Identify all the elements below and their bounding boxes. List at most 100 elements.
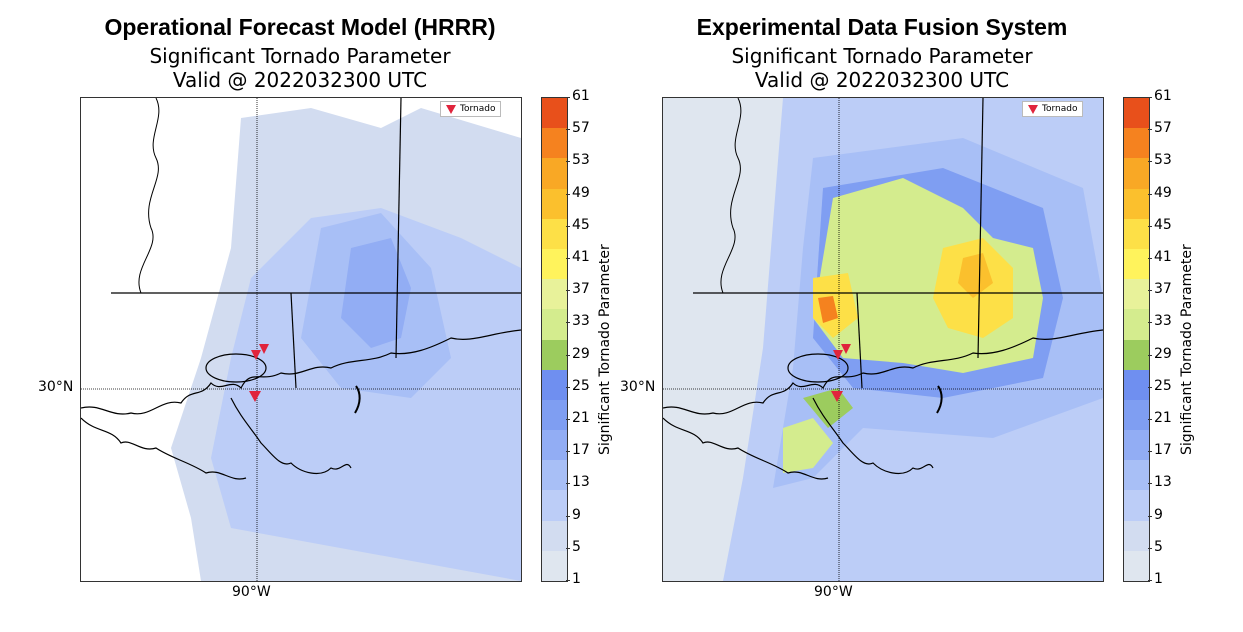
colorbar-tick-label: 49: [572, 184, 590, 201]
right-title: Experimental Data Fusion System: [696, 14, 1068, 40]
coastline: [81, 329, 521, 415]
right-colorbar-label: Significant Tornado Parameter: [1179, 244, 1195, 455]
colorbar-tick-label: 29: [572, 345, 590, 362]
colorbar-segment: [1124, 490, 1149, 521]
colorbar-segment: [542, 218, 567, 249]
colorbar-tick-mark: [566, 354, 570, 356]
right-map-svg: [663, 98, 1103, 581]
colorbar-tick-label: 57: [572, 120, 590, 137]
colorbar-tick-mark: [566, 386, 570, 388]
colorbar-tick-label: 25: [572, 377, 590, 394]
right-subtitle: Significant Tornado Parameter: [731, 44, 1033, 68]
colorbar-tick-label: 53: [572, 152, 590, 169]
colorbar-tick-label: 1: [572, 571, 581, 587]
colorbar-tick-mark: [1148, 225, 1152, 227]
colorbar-segment: [1124, 460, 1149, 491]
state-border: [290, 292, 297, 389]
tornado-marker: [259, 344, 269, 354]
barrier-island: [354, 385, 361, 414]
colorbar-tick-label: 33: [572, 313, 590, 330]
colorbar-tick-label: 57: [1154, 120, 1172, 137]
colorbar-tick-mark: [1148, 483, 1152, 485]
colorbar-tick-label: 45: [1154, 216, 1172, 233]
colorbar-tick-label: 53: [1154, 152, 1172, 169]
coastline-delta: [812, 397, 934, 475]
colorbar-tick-mark: [566, 193, 570, 195]
coastline-west: [81, 417, 247, 480]
colorbar-tick-label: 9: [572, 506, 581, 523]
colorbar-segment: [542, 339, 567, 370]
colorbar-segment: [1124, 369, 1149, 400]
coastline-west: [663, 417, 829, 480]
colorbar-tick-mark: [566, 547, 570, 549]
colorbar-tick-label: 37: [572, 281, 590, 298]
colorbar-tick-label: 21: [572, 410, 590, 426]
colorbar-segment: [542, 128, 567, 159]
coastline-delta: [230, 397, 352, 475]
colorbar-tick-mark: [1148, 193, 1152, 195]
tornado-legend-icon: [446, 104, 456, 114]
colorbar-tick-label: 61: [1154, 88, 1172, 104]
colorbar-tick-label: 41: [1154, 249, 1172, 265]
colorbar-segment: [1124, 98, 1149, 129]
colorbar-tick-label: 13: [1154, 474, 1172, 491]
colorbar-tick-mark: [1148, 419, 1152, 420]
colorbar-tick-label: 17: [1154, 442, 1172, 459]
colorbar-tick-mark: [1148, 322, 1152, 324]
left-lat-label: 30°N: [38, 379, 74, 395]
colorbar-tick-label: 21: [1154, 410, 1172, 426]
colorbar-tick-label: 1: [1154, 571, 1163, 587]
left-colorbar: [541, 97, 568, 582]
colorbar-segment: [1124, 520, 1149, 551]
colorbar-segment: [1124, 309, 1149, 340]
colorbar-segment: [542, 550, 567, 581]
state-border: [977, 98, 984, 359]
lake-pontchartrain: [787, 353, 849, 383]
colorbar-tick-mark: [566, 225, 570, 227]
state-border: [395, 98, 402, 359]
colorbar-tick-mark: [1148, 386, 1152, 388]
right-valid-time: Valid @ 2022032300 UTC: [754, 68, 1010, 92]
colorbar-tick-mark: [566, 97, 570, 98]
colorbar-tick-label: 5: [1154, 538, 1163, 555]
colorbar-segment: [542, 309, 567, 340]
colorbar-segment: [542, 520, 567, 551]
right-map: [662, 97, 1104, 582]
colorbar-segment: [1124, 430, 1149, 461]
colorbar-segment: [1124, 128, 1149, 159]
colorbar-segment: [542, 279, 567, 310]
colorbar-tick-mark: [1148, 354, 1152, 356]
colorbar-tick-mark: [1148, 258, 1152, 259]
tornado-marker: [831, 391, 843, 402]
colorbar-segment: [1124, 248, 1149, 280]
colorbar-segment: [542, 188, 567, 219]
colorbar-tick-mark: [1148, 580, 1152, 581]
stp-field-orange2: [818, 296, 838, 323]
colorbar-segment: [1124, 279, 1149, 310]
tornado-legend-icon: [1028, 104, 1038, 114]
colorbar-tick-mark: [566, 258, 570, 259]
tornado-marker: [833, 350, 843, 360]
colorbar-tick-mark: [566, 580, 570, 581]
colorbar-tick-mark: [1148, 129, 1152, 131]
colorbar-tick-mark: [1148, 547, 1152, 549]
left-subtitle: Significant Tornado Parameter: [149, 44, 451, 68]
stp-field-olive: [803, 388, 853, 428]
colorbar-tick-mark: [566, 290, 570, 292]
right-lat-label: 30°N: [620, 379, 656, 395]
left-valid-time: Valid @ 2022032300 UTC: [172, 68, 428, 92]
stp-field-green2: [783, 418, 833, 473]
colorbar-tick-label: 13: [572, 474, 590, 491]
river: [693, 98, 742, 294]
state-border: [856, 292, 863, 389]
colorbar-segment: [542, 369, 567, 400]
river: [111, 98, 160, 294]
right-lon-label: 90°W: [814, 584, 853, 600]
colorbar-tick-mark: [566, 451, 570, 453]
right-colorbar: [1123, 97, 1150, 582]
colorbar-segment: [542, 490, 567, 521]
left-title: Operational Forecast Model (HRRR): [104, 14, 496, 40]
colorbar-tick-mark: [566, 515, 570, 517]
tornado-marker: [249, 391, 261, 402]
colorbar-segment: [1124, 550, 1149, 581]
